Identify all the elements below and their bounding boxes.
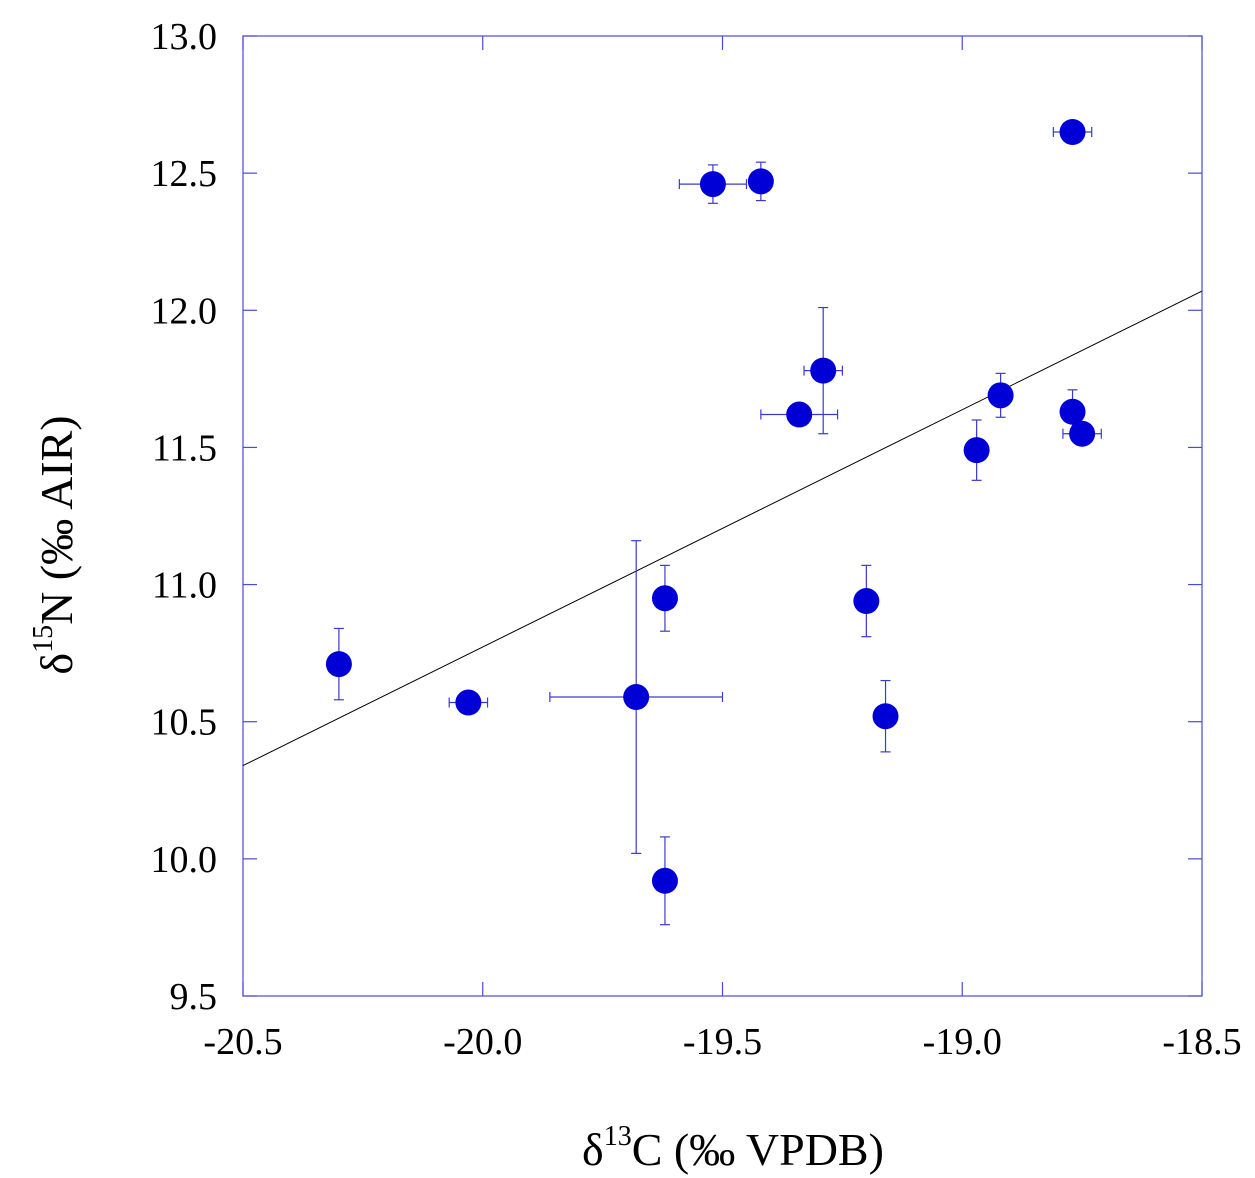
y-tick-label: 12.5 xyxy=(151,153,218,195)
data-point xyxy=(651,867,678,894)
data-point xyxy=(699,171,726,198)
y-tick-label: 11.0 xyxy=(152,565,217,607)
y-tick-label: 11.5 xyxy=(152,427,217,469)
y-tick-label: 13.0 xyxy=(151,16,218,58)
data-point xyxy=(623,684,650,711)
x-tick-label: -20.0 xyxy=(443,1021,522,1063)
data-point xyxy=(1059,119,1086,145)
data-point xyxy=(786,401,813,428)
data-point xyxy=(325,651,352,678)
data-point xyxy=(872,703,899,730)
data-point xyxy=(1069,420,1096,447)
x-tick-label: -20.5 xyxy=(203,1021,282,1063)
x-tick-label: -19.0 xyxy=(923,1021,1002,1063)
data-point xyxy=(853,588,880,615)
y-tick-label: 10.5 xyxy=(151,702,218,744)
y-axis-title: δ15N (‰ AIR) xyxy=(28,415,82,674)
data-point-layer xyxy=(325,119,1096,894)
data-point xyxy=(455,689,482,716)
data-point xyxy=(963,437,990,464)
tick-label-layer: -20.5 -20.0 -19.5 -19.0 -18.5 9.5 10.0 10.5 11.0… xyxy=(151,16,1242,1063)
data-point xyxy=(987,382,1014,409)
error-bar-layer xyxy=(333,127,1102,926)
x-tick-label: -18.5 xyxy=(1162,1021,1241,1063)
y-tick-label: 10.0 xyxy=(151,839,218,881)
y-tick-label: 9.5 xyxy=(170,976,218,1018)
data-point xyxy=(651,585,678,612)
plot-frame-layer xyxy=(242,35,1203,997)
fit-line-layer xyxy=(242,290,1203,767)
data-point xyxy=(810,357,837,384)
y-tick-label: 12.0 xyxy=(151,290,218,332)
data-point xyxy=(1059,398,1086,425)
x-tick-label: -19.5 xyxy=(683,1021,762,1063)
regression-line xyxy=(242,290,1203,767)
x-axis-title: δ13C (‰ VPDB) xyxy=(582,1121,884,1175)
data-point xyxy=(747,168,774,195)
